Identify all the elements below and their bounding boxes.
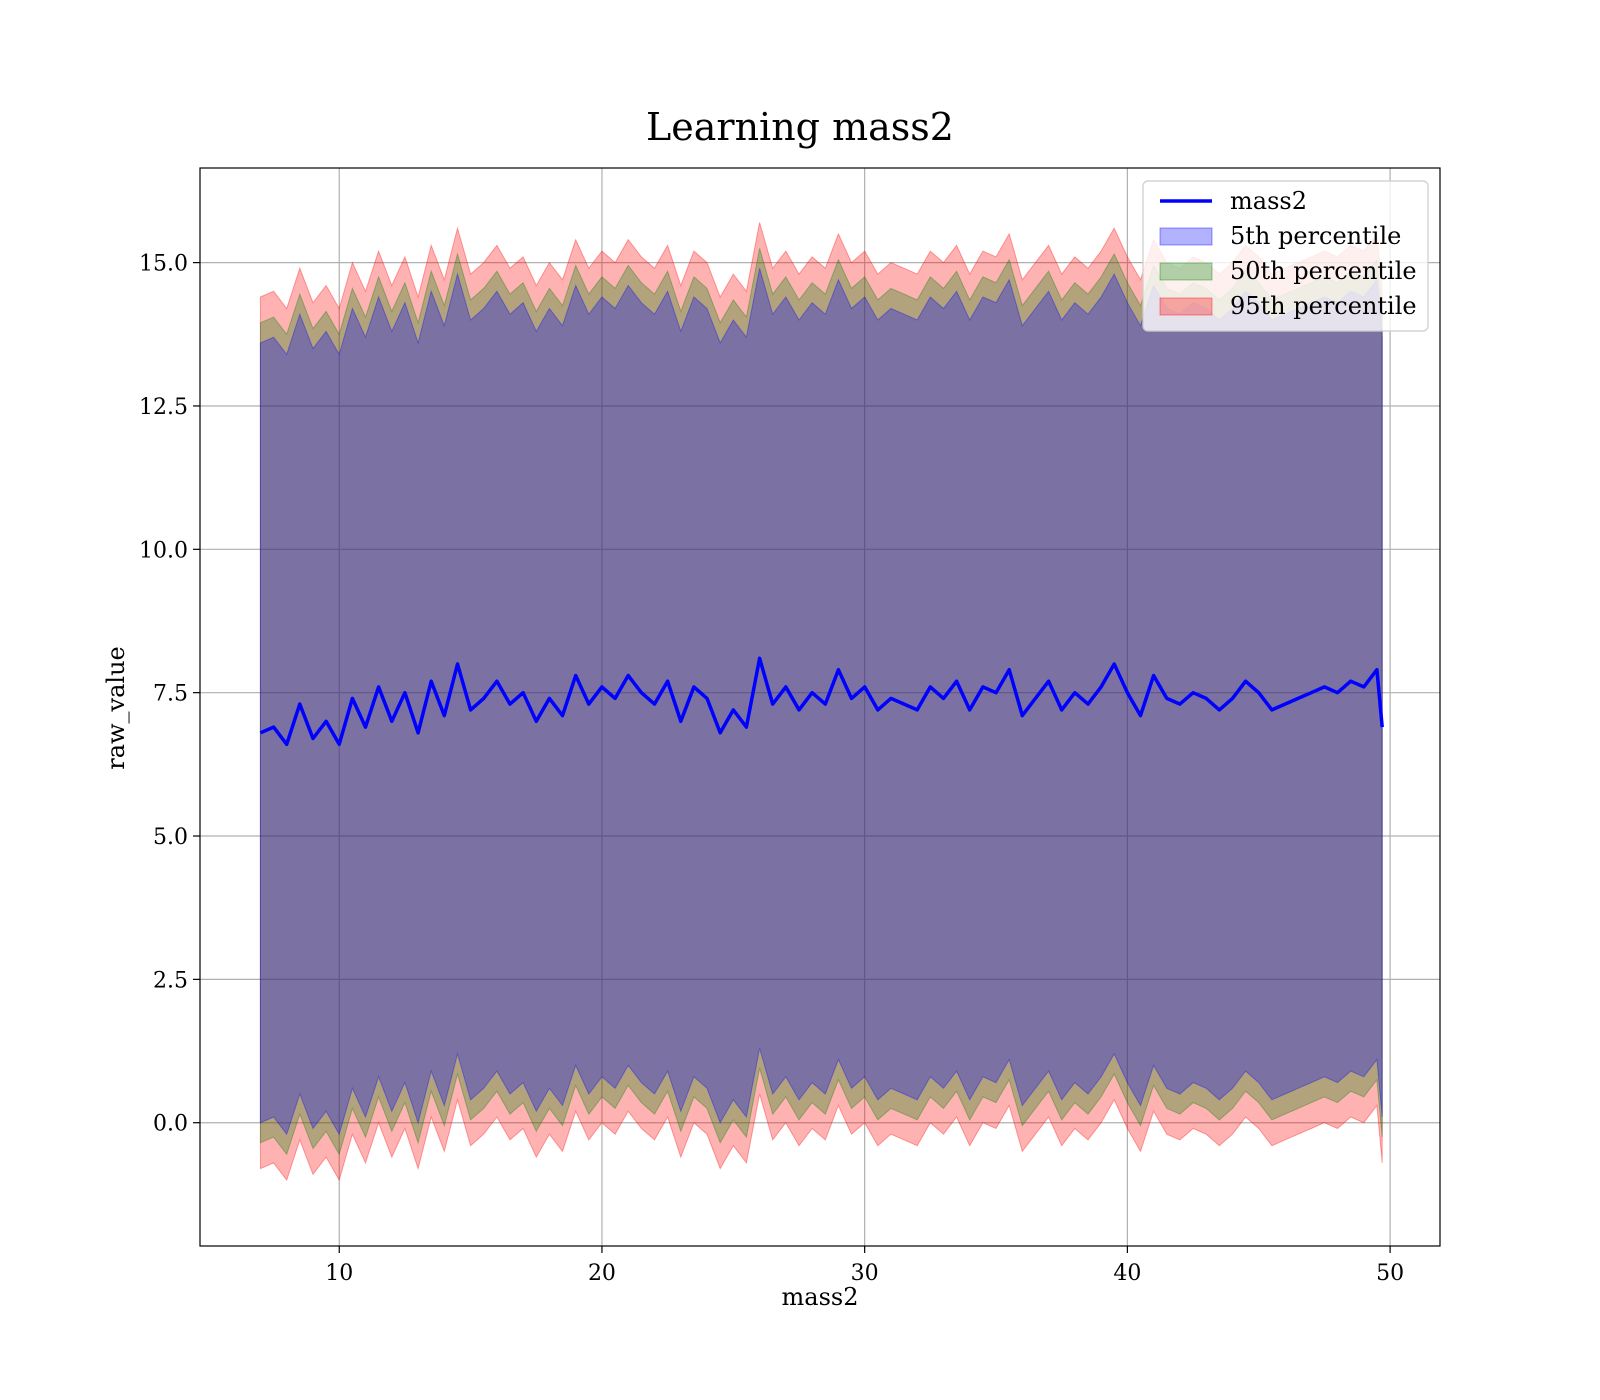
x-tick-label: 30 [851, 1261, 879, 1286]
plot-frame [199, 167, 1441, 1247]
legend-label: mass2 [1230, 187, 1307, 215]
y-tick-label: 12.5 [139, 395, 188, 420]
legend-label: 50th percentile [1230, 257, 1417, 285]
ticks: 10 20 30 40 50 0.0 2.5 5.0 7.5 10.0 12.5 15.0 [139, 252, 1404, 1286]
x-tick-label: 50 [1376, 1261, 1404, 1286]
y-tick-label: 15.0 [139, 252, 188, 277]
x-axis-label: mass2 [782, 1283, 859, 1311]
y-tick-label: 2.5 [153, 968, 188, 993]
y-tick-label: 5.0 [153, 825, 188, 850]
legend: mass2 5th percentile 50th percentile 95th p… [1142, 180, 1429, 332]
series-line-mass2 [259, 656, 1384, 747]
legend-swatch-box [1159, 227, 1213, 246]
legend-swatch-box [1159, 262, 1213, 281]
legend-box [1142, 180, 1429, 332]
chart-title: Learning mass2 [646, 105, 954, 149]
legend-label: 5th percentile [1230, 222, 1401, 250]
x-tick-label: 40 [1113, 1261, 1141, 1286]
mass2-line-layer [259, 656, 1384, 747]
legend-swatch-box [1159, 297, 1213, 316]
y-tick-label: 7.5 [153, 682, 188, 707]
x-tick-label: 20 [588, 1261, 616, 1286]
x-tick-label: 10 [325, 1261, 353, 1286]
legend-label: 95th percentile [1230, 292, 1417, 320]
y-tick-label: 0.0 [153, 1112, 188, 1137]
y-axis-label: raw_value [102, 646, 130, 770]
grid [200, 168, 1440, 1246]
y-tick-label: 10.0 [139, 538, 188, 563]
